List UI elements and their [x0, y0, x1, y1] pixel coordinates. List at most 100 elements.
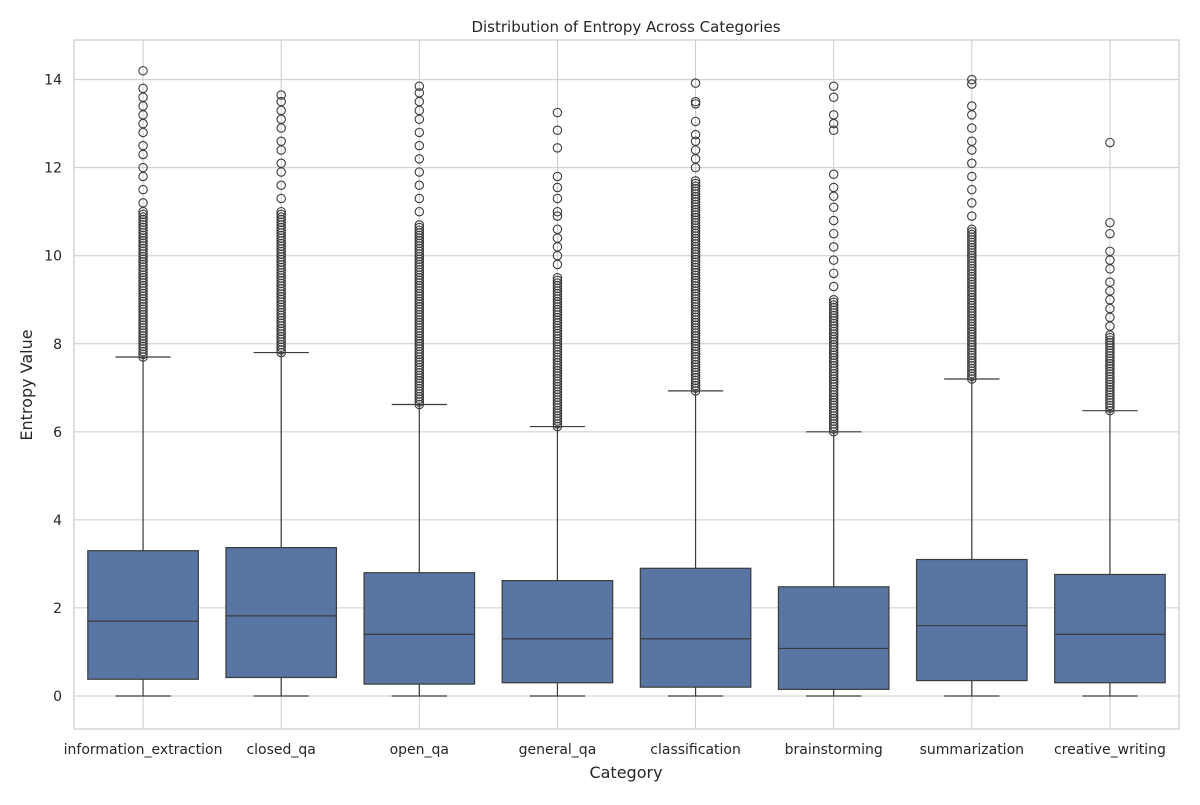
outlier-point [138, 162, 148, 173]
outlier-point [1105, 371, 1115, 382]
outlier-point [1105, 348, 1115, 358]
outlier-point [690, 78, 701, 88]
outlier-point [828, 215, 839, 226]
outlier-point [1105, 392, 1115, 403]
box-group-brainstorming [777, 81, 890, 697]
outlier-point [828, 242, 839, 252]
outlier-point [690, 136, 701, 147]
outlier-point [967, 184, 977, 195]
outlier-point [552, 275, 563, 286]
outlier-point [552, 182, 563, 193]
outlier-point [828, 295, 839, 305]
outlier-point [1105, 398, 1115, 408]
outlier-point [828, 110, 839, 120]
x-tick-label: summarization [920, 742, 1024, 758]
y-tick-label: 8 [53, 337, 62, 353]
outlier-point [552, 206, 563, 217]
outlier-point [414, 127, 425, 138]
iqr-box [639, 567, 752, 688]
outlier-point [1105, 382, 1115, 392]
outlier-point [1105, 361, 1115, 372]
outlier-point [552, 143, 563, 153]
outlier-point [1105, 246, 1115, 257]
outlier-point [690, 129, 701, 140]
outlier-point [1105, 338, 1115, 348]
outlier-point [552, 272, 563, 283]
outlier-point [1105, 217, 1115, 228]
outlier-point [1105, 340, 1115, 351]
outlier-point [1105, 356, 1115, 366]
outlier-point [1105, 332, 1115, 343]
x-tick-label: information_extraction [64, 742, 223, 758]
x-tick-label: open_qa [390, 742, 449, 758]
outlier-point [967, 136, 977, 147]
outlier-point [276, 136, 286, 147]
outlier-point [552, 211, 563, 221]
outlier-point [414, 81, 425, 91]
outlier-point [828, 81, 839, 91]
outlier-point [690, 96, 701, 107]
outlier-point [276, 96, 286, 107]
outlier-point [967, 211, 977, 221]
outlier-point [967, 74, 977, 85]
outlier-point [1105, 345, 1115, 356]
outlier-point [138, 140, 148, 151]
outlier-point [138, 209, 148, 220]
outlier-point [138, 66, 148, 76]
outlier-point [414, 140, 425, 151]
outlier-point [828, 228, 839, 239]
outlier-point [138, 184, 148, 195]
outlier-point [414, 222, 425, 233]
x-axis-label: Category [589, 763, 662, 782]
outlier-point [967, 224, 977, 235]
outlier-point [1105, 358, 1115, 369]
outlier-point [138, 198, 148, 208]
outlier-point [1105, 377, 1115, 387]
outlier-point [828, 125, 839, 136]
plot-frame [73, 39, 1180, 730]
outlier-point [828, 300, 839, 310]
y-axis-label: Entropy Value [17, 329, 36, 440]
outlier-point [138, 83, 148, 94]
outlier-point [1105, 374, 1115, 385]
outlier-point [690, 181, 701, 191]
x-tick-label: brainstorming [785, 742, 883, 758]
outlier-point [552, 193, 563, 204]
boxes-layer [87, 66, 1166, 697]
outlier-point [1105, 390, 1115, 400]
outlier-point [552, 125, 563, 136]
ticks-layer: 0 2 4 6 8 10 12 14 information_extraction closed_… [44, 73, 1166, 758]
outlier-point [276, 212, 286, 222]
iqr-box [915, 558, 1028, 682]
iqr-box [87, 550, 199, 680]
outlier-point [552, 107, 563, 118]
outlier-point [414, 206, 425, 217]
y-tick-label: 2 [53, 601, 62, 617]
outlier-point [690, 176, 701, 186]
outlier-point [1105, 400, 1115, 411]
outlier-point [552, 171, 563, 182]
outlier-point [690, 178, 701, 189]
outlier-point [276, 193, 286, 204]
outlier-point [1105, 379, 1115, 390]
outlier-point [828, 255, 839, 265]
outlier-point [414, 167, 425, 177]
outlier-point [552, 278, 563, 288]
outlier-point [828, 182, 839, 193]
box-group-classification [639, 78, 752, 697]
outlier-point [1105, 277, 1115, 287]
outlier-point [967, 171, 977, 182]
iqr-box [225, 547, 338, 679]
iqr-box [501, 580, 614, 684]
outlier-point [1105, 343, 1115, 353]
outlier-point [1105, 395, 1115, 406]
outlier-point [414, 193, 425, 204]
iqr-box [363, 572, 476, 685]
outlier-point [276, 180, 286, 191]
box-group-open_qa [363, 81, 476, 697]
outlier-point [967, 79, 977, 89]
outlier-point [967, 227, 977, 237]
outlier-point [1105, 364, 1115, 374]
x-tick-label: closed_qa [246, 742, 315, 758]
outlier-point [414, 88, 425, 98]
